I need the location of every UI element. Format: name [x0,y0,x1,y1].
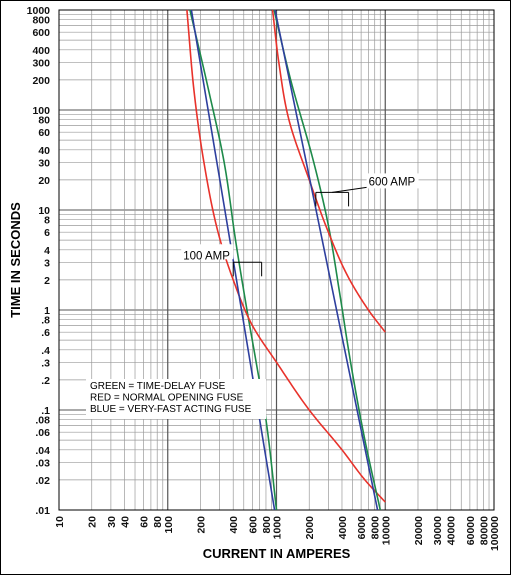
x-tick-label: 40 [119,516,131,528]
y-tick-label: .3 [41,357,50,369]
red-curve-100A [186,9,386,503]
y-tick-label: 1 [44,305,50,317]
y-tick-label: .01 [35,505,50,517]
x-tick-label: 600 [247,516,259,534]
callout-100-amp: 100 AMP [181,244,263,277]
y-tick-label: .02 [35,475,50,487]
x-tick-label: 60 [139,516,151,528]
x-tick-label: 100 [163,516,175,534]
y-tick-label: .08 [35,415,50,427]
y-tick-label: 400 [32,45,50,57]
green-curve-600A [273,9,382,511]
y-tick-label: 300 [32,57,50,69]
legend-box [86,379,266,419]
x-tick-label: 400 [228,516,240,534]
y-tick-label: 1000 [27,5,51,17]
y-tick-label: 2 [44,275,50,287]
x-tick-label: 200 [195,516,207,534]
x-tick-label: 6000 [356,516,368,540]
y-tick-label: .2 [41,375,50,387]
x-tick-label: 4000 [337,516,349,540]
callout-600-amp: 600 AMP [315,173,419,207]
callout-leader [332,186,367,193]
legend-entry: GREEN = TIME-DELAY FUSE [90,381,226,392]
y-tick-label: 800 [32,15,50,27]
x-tick-label: 40000 [446,516,458,545]
y-tick-label: 600 [32,27,50,39]
x-tick-label: 800 [261,516,273,534]
y-tick-label: 40 [38,145,50,157]
y-tick-label: 20 [38,175,50,187]
x-tick-label: 100000 [489,516,501,551]
y-tick-label: .8 [41,315,50,327]
x-tick-label: 60000 [465,516,477,545]
x-tick-label: 30 [106,516,118,528]
y-tick-label: .1 [41,405,50,417]
y-tick-label: 10 [38,205,50,217]
legend-entry: RED = NORMAL OPENING FUSE [90,393,244,404]
y-tick-label: .04 [35,445,50,457]
y-tick-label: 6 [44,227,50,239]
x-tick-label: 10 [54,516,66,528]
callout-label-bg [181,244,234,260]
blue-curve-100A [190,9,276,511]
x-axis-title: CURRENT IN AMPERES [203,546,351,561]
y-tick-label: .6 [41,327,50,339]
y-tick-label: 200 [32,75,50,87]
callout-label-bg [366,173,419,189]
y-tick-label: 8 [44,215,50,227]
red-curve-600A [271,9,386,333]
x-tick-label: 20 [87,516,99,528]
grid [59,10,494,511]
x-tick-label: 80000 [478,516,490,545]
annotations: 100 AMP 600 AMP [181,173,419,277]
y-tick-label: .4 [41,345,50,357]
x-tick-label: 30000 [432,516,444,545]
y-tick-label: 60 [38,127,50,139]
x-tick-label: 2000 [304,516,316,540]
y-tick-label: 100 [32,105,50,117]
legend-entry: BLUE = VERY-FAST ACTING FUSE [90,404,252,415]
x-tick-label: 8000 [370,516,382,540]
y-tick-label: 4 [44,245,50,257]
callout-label: 100 AMP [183,250,230,262]
y-tick-label: .06 [35,427,50,439]
y-tick-label: 30 [38,157,50,169]
y-tick-label: 80 [38,115,50,127]
x-tick-label: 20000 [413,516,425,545]
y-tick-label: .03 [35,457,50,469]
curves [186,9,386,511]
callout-label: 600 AMP [369,176,416,188]
y-axis-title: TIME IN SECONDS [8,202,23,318]
y-tick-label: 3 [44,257,50,269]
x-tick-label: 1000 [272,516,284,540]
x-tick-label: 80 [152,516,164,528]
x-tick-label: 10000 [380,516,392,545]
blue-curve-600A [274,9,379,511]
